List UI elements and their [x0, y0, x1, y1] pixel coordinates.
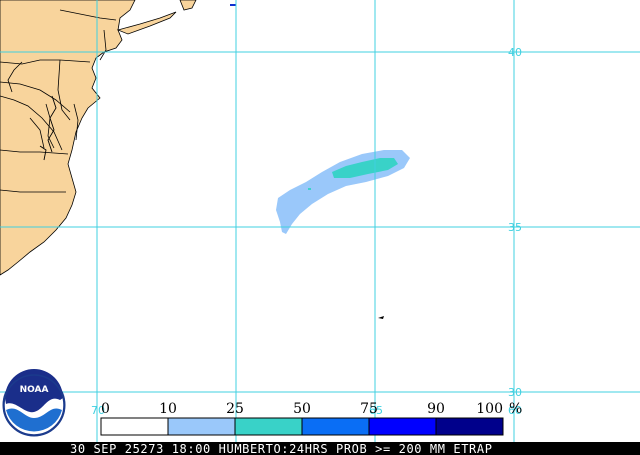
legend-swatch-3 — [301, 417, 370, 436]
legend-label-75: 75 — [360, 401, 378, 417]
legend-label-90: 90 — [427, 401, 445, 417]
footer-bar — [0, 442, 640, 455]
speck-bermuda — [378, 316, 384, 319]
noaa-logo-text: NOAA — [20, 385, 49, 395]
footer-caption: 30 SEP 25273 18:00 HUMBERTO:24HRS PROB >… — [70, 442, 493, 455]
lat-label-40: 40 — [508, 46, 522, 59]
legend-swatch-5 — [435, 417, 504, 436]
noaa-logo: NOAA — [2, 369, 66, 437]
legend-label-0: 0 — [101, 401, 110, 417]
state-borders — [0, 9, 117, 193]
lat-lon-grid — [0, 0, 640, 445]
legend-swatch-0 — [100, 417, 169, 436]
legend-label-100: 100 — [476, 401, 503, 417]
lat-label-35: 35 — [508, 221, 522, 234]
legend-label-10: 10 — [159, 401, 177, 417]
lon-label-65: 65 — [369, 404, 383, 417]
legend-swatch-4 — [368, 417, 437, 436]
legend-swatch-2 — [234, 417, 303, 436]
speck-north — [230, 4, 236, 6]
legend-swatch-1 — [167, 417, 236, 436]
lat-label-30: 30 — [508, 386, 522, 399]
chesapeake-bay — [39, 95, 57, 161]
land-cape-cod — [179, 0, 197, 11]
probability-legend: 0 10 25 50 75 90 100% — [100, 401, 522, 436]
legend-label-50: 50 — [293, 401, 311, 417]
lon-label-60: 60 — [508, 404, 522, 417]
lon-label-70: 70 — [91, 404, 105, 417]
land-long-island — [116, 11, 177, 35]
land-us-east-coast — [0, 0, 136, 276]
legend-unit: % — [509, 401, 522, 417]
prob-spot — [308, 188, 311, 190]
legend-label-25: 25 — [226, 401, 244, 417]
prob-area-25-50 — [332, 158, 398, 178]
